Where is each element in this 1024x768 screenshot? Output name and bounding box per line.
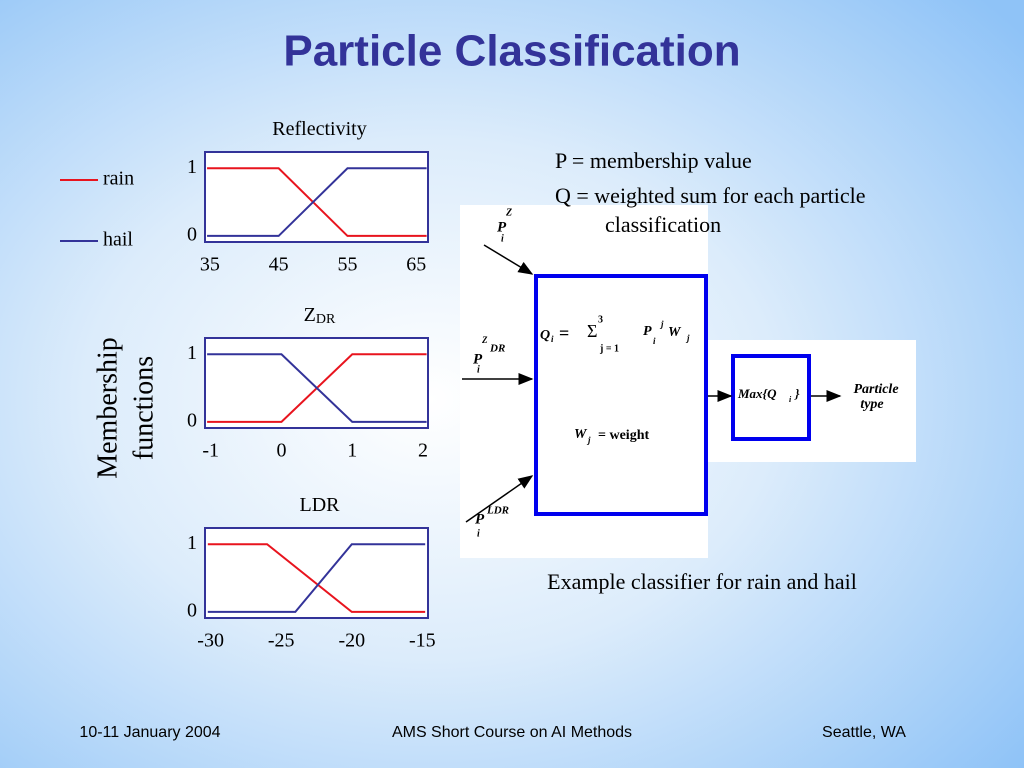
input-label: LDR xyxy=(486,505,509,517)
slide-title: Particle Classification xyxy=(283,27,740,76)
y-tick-label: 0 xyxy=(187,410,197,432)
series-line xyxy=(207,543,426,613)
y-tick-label: 1 xyxy=(187,342,197,364)
formula: 3 xyxy=(598,314,603,325)
y-tick-label: 0 xyxy=(187,224,197,246)
sum-box xyxy=(534,274,708,516)
x-tick-label: 0 xyxy=(276,440,286,462)
input-label: P xyxy=(473,351,483,367)
input-label: i xyxy=(501,233,504,244)
series-line xyxy=(207,167,427,237)
formula: i xyxy=(551,334,554,344)
chart-title: Reflectivity xyxy=(272,118,366,140)
weight-label: j xyxy=(586,435,591,445)
diagram-panel xyxy=(460,205,708,558)
input-label: Z xyxy=(481,335,488,345)
formula: W xyxy=(668,325,682,340)
chart-title: Reflectivity xyxy=(272,118,366,140)
y-tick-label: 1 xyxy=(187,532,197,554)
x-tick-label: -25 xyxy=(268,630,295,652)
formula: Σ xyxy=(587,321,597,341)
y-axis-label: functions xyxy=(128,356,159,460)
footer: Seattle, WA xyxy=(822,724,906,741)
series-line xyxy=(207,353,427,423)
note: P = membership value xyxy=(555,148,752,173)
formula: j xyxy=(659,319,664,329)
weight-label: W xyxy=(574,427,588,442)
note: classification xyxy=(605,212,721,237)
x-tick-label: 45 xyxy=(269,254,289,276)
x-tick-label: -15 xyxy=(409,630,436,652)
input-label: i xyxy=(477,528,480,539)
arrow xyxy=(465,475,534,523)
legend-label: hail xyxy=(103,229,133,251)
formula: = xyxy=(559,323,569,343)
chart-title-sub: DR xyxy=(316,312,336,327)
input-label: Z xyxy=(505,207,512,218)
series-line xyxy=(207,543,426,613)
y-axis-label: Membership functions xyxy=(92,337,159,479)
chart-title: ZDR xyxy=(304,304,336,328)
output-label: type xyxy=(860,397,883,412)
caption: Example classifier for rain and hail xyxy=(547,569,857,594)
formula: j xyxy=(685,333,690,343)
x-tick-label: 1 xyxy=(347,440,357,462)
formula: P xyxy=(643,324,652,339)
max-label: i xyxy=(789,395,792,404)
diagram: P Z i P Z DR i P LDR i Q i = Σ 3 j = 1 P… xyxy=(460,205,916,558)
formula: Q xyxy=(540,328,550,343)
chart-title: Z xyxy=(304,304,316,326)
y-tick-label: 1 xyxy=(187,156,197,178)
input-label: DR xyxy=(489,343,505,355)
legend-label: rain xyxy=(103,168,134,190)
footer: AMS Short Course on AI Methods xyxy=(392,724,632,741)
max-box xyxy=(731,354,811,441)
note: Q = weighted sum for each particle xyxy=(555,183,866,208)
x-tick-label: 65 xyxy=(406,254,426,276)
formula: j = 1 xyxy=(599,343,619,354)
output-label: Particle xyxy=(853,382,898,397)
weight-label: = weight xyxy=(598,428,649,443)
chart-title: LDR xyxy=(300,494,341,516)
arrow xyxy=(483,244,534,275)
y-axis-label: Membership xyxy=(92,337,123,479)
input-label: i xyxy=(477,364,480,375)
x-tick-label: 35 xyxy=(200,254,220,276)
formula: i xyxy=(653,336,656,346)
chart-title: LDR xyxy=(300,494,341,516)
max-label: } xyxy=(794,386,800,401)
footer: 10-11 January 2004 xyxy=(79,724,220,741)
y-tick-label: 0 xyxy=(187,600,197,622)
input-label: P xyxy=(497,219,507,235)
plot-frame xyxy=(204,337,429,429)
input-label: P xyxy=(475,511,485,527)
max-label: Max{Q xyxy=(737,386,777,401)
x-tick-label: 55 xyxy=(337,254,357,276)
plot-frame xyxy=(204,527,429,619)
x-tick-label: -30 xyxy=(197,630,224,652)
plot-frame xyxy=(204,151,429,243)
x-tick-label: 2 xyxy=(418,440,428,462)
x-tick-label: -20 xyxy=(338,630,365,652)
x-tick-label: -1 xyxy=(202,440,219,462)
diagram-panel xyxy=(708,340,916,462)
